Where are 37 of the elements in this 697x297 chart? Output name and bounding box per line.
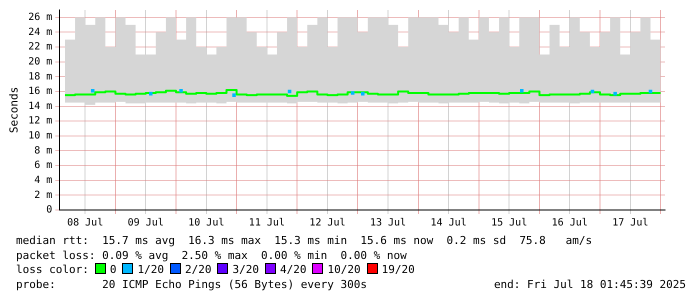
y-tick-label: 26 m — [28, 12, 52, 23]
y-tick-label: 12 m — [28, 116, 52, 127]
y-tick-label: 20 m — [28, 56, 52, 68]
y-tick-label: 22 m — [28, 42, 52, 53]
x-tick-label: 11 Jul — [248, 218, 285, 229]
legend-label: 0 — [110, 263, 116, 276]
x-tick-label: 14 Jul — [430, 218, 467, 229]
x-tick-label: 13 Jul — [370, 218, 406, 229]
x-tick-label: 08 Jul — [67, 218, 104, 229]
text: probe: 20 ICMP Echo Pings (56 Bytes) every 300s — [16, 278, 367, 290]
y-tick-label: 0 — [46, 204, 52, 216]
x-tick-label: 15 Jul — [491, 218, 528, 229]
y-tick-label: 2 m — [34, 190, 52, 201]
y-tick-label: 18 m — [28, 71, 52, 82]
x-tick-label: 16 Jul — [552, 218, 588, 229]
text: median rtt: 15.7 ms avg 16.3 ms max 15.3 ms min 15.6 ms now 0.2 ms sd 75.8 am/s — [16, 234, 594, 248]
text: packet loss: 0.09 % avg 2.50 % max 0.00 % min 0.00 % now — [16, 248, 408, 263]
legend-label: 1/20 — [137, 263, 164, 276]
legend-label: 10/20 — [327, 263, 361, 276]
y-tick-label: 6 m — [34, 160, 52, 172]
legend-label: 19/20 — [382, 263, 415, 276]
x-tick-label: 10 Jul — [188, 218, 224, 229]
y-tick-label: 8 m — [34, 145, 52, 156]
legend-label: 2/20 — [184, 263, 212, 276]
x-tick-label: 12 Jul — [309, 218, 346, 229]
legend-title: loss color: — [16, 263, 89, 276]
x-tick-label: 09 Jul — [128, 218, 164, 229]
legend-label: 3/20 — [232, 263, 259, 276]
text: end: Fri Jul 18 01:45:39 2025 — [494, 278, 686, 292]
y-tick-label: 16 m — [28, 86, 52, 98]
y-tick-label: 4 m — [34, 174, 52, 186]
y-axis-title: Seconds — [7, 86, 20, 134]
y-tick-label: 10 m — [28, 130, 52, 142]
y-tick-label: 24 m — [28, 26, 52, 38]
legend-label: 4/20 — [280, 263, 306, 276]
y-tick-label: 14 m — [28, 100, 52, 112]
x-tick-label: 17 Jul — [612, 218, 648, 229]
